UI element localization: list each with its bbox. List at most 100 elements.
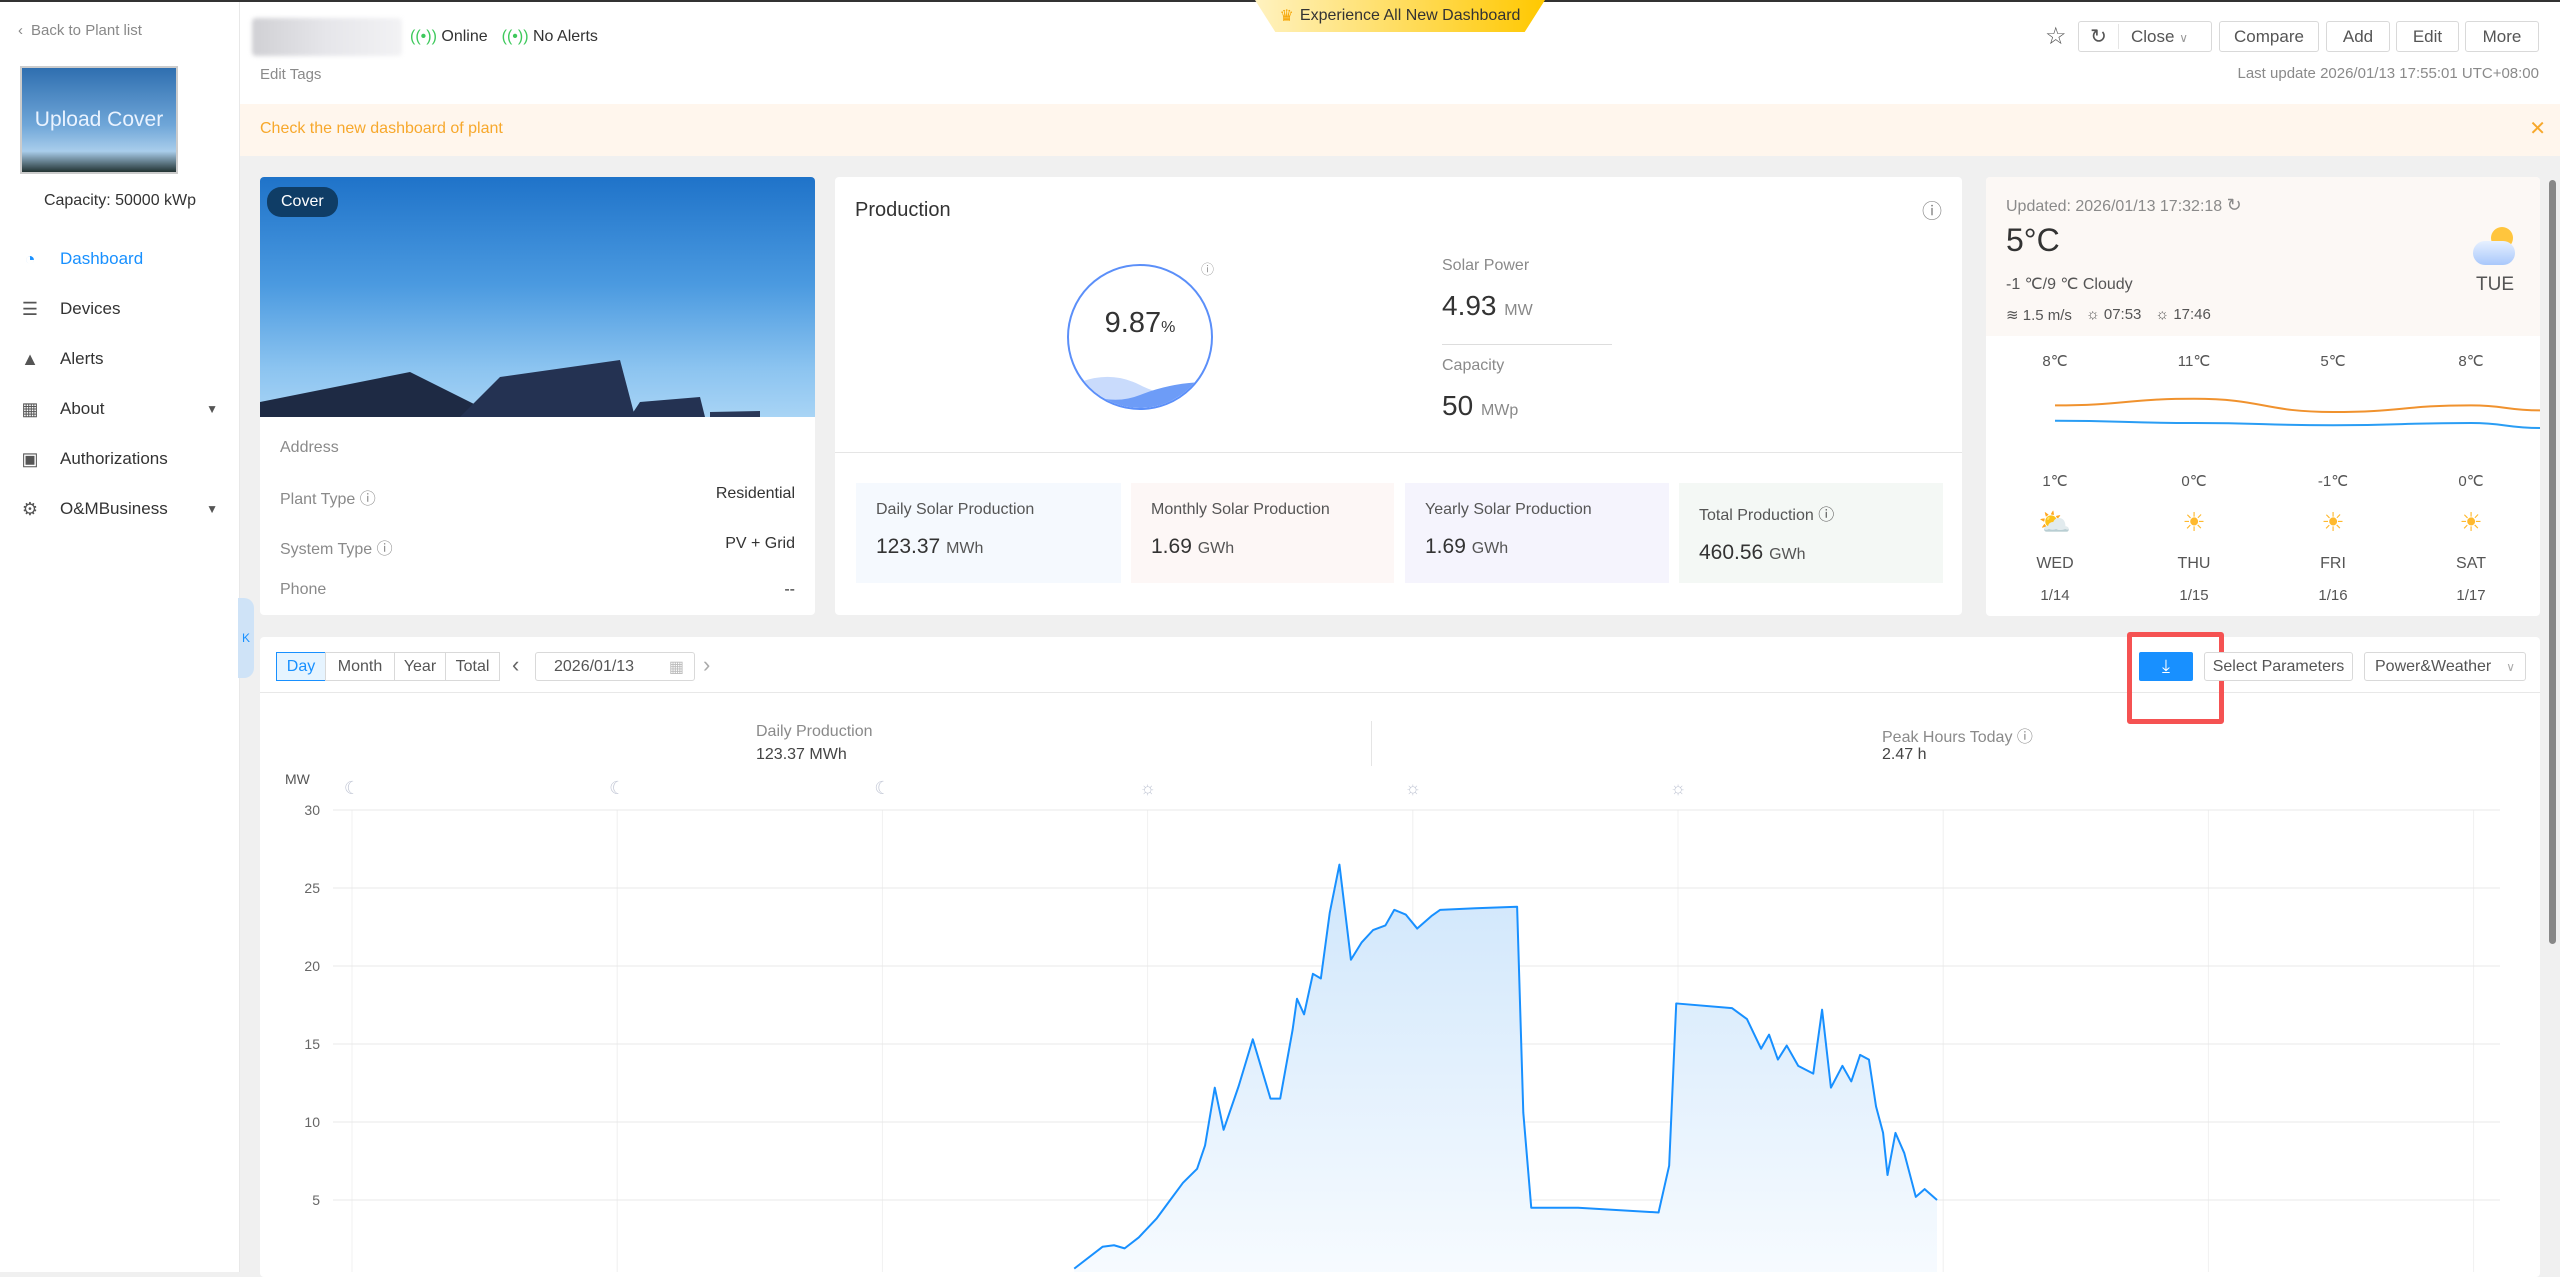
divider [1442,344,1612,345]
add-button[interactable]: Add [2326,21,2390,52]
view-select[interactable]: Power&Weather ∨ [2364,652,2526,681]
forecast-date: 1/14 [2040,587,2070,604]
refresh-icon[interactable]: ↻ [2226,195,2242,215]
y-tick-label: 10 [304,1114,320,1130]
forecast-high: 8℃ [2042,353,2068,370]
caret-down-icon: ▼ [206,502,218,516]
address-row: Address [280,439,339,456]
partly-cloudy-icon: ⛅ [2038,507,2072,537]
yearly-solar-production-stat: Yearly Solar Production 1.69 GWh [1405,483,1669,583]
calendar-icon: ▦ [668,658,684,676]
help-icon[interactable]: ⓘ [376,541,393,558]
power-area-fill [1074,864,1938,1272]
sidebar-item-devices[interactable]: ☰ Devices [18,294,218,324]
moon-icon: ☾ [609,778,625,798]
forecast-low: -1℃ [2317,473,2349,490]
forecast-high: 8℃ [2458,353,2484,370]
sun-icon: ☀ [2182,507,2206,537]
page-scrollbar[interactable] [2549,180,2556,944]
tab-total[interactable]: Total [445,652,500,681]
forecast-date: 1/17 [2456,587,2486,604]
power-chart: 5 10 15 20 25 30 MW ☾ ☾ ☾ ☼ ☼ ☼ [285,771,2500,1272]
collapse-sidebar-handle[interactable]: K [238,598,254,678]
more-button[interactable]: More [2465,21,2539,52]
solar-power-label: Solar Power [1442,257,1530,274]
plant-type-row: Plant Type ⓘ Residential [280,485,795,508]
refresh-icon[interactable]: ↻ [2079,24,2119,49]
tab-month[interactable]: Month [325,652,395,681]
favorite-star-icon[interactable]: ☆ [2045,23,2067,50]
forecast-date: 1/15 [2179,587,2209,604]
divider [835,452,1962,453]
forecast-day: WED [2036,555,2074,572]
forecast-low: 0℃ [2458,473,2484,490]
auto-refresh-select[interactable]: Close ∨ [2131,26,2188,46]
weather-updated: Updated: 2026/01/13 17:32:18 ↻ [2006,195,2242,215]
sidebar-item-alerts[interactable]: ▲ Alerts [18,344,218,374]
y-tick-label: 15 [304,1036,320,1052]
help-icon[interactable]: ⓘ [1818,507,1835,524]
select-parameters-button[interactable]: Select Parameters [2204,652,2353,681]
refresh-close-group: ↻ Close ∨ [2078,21,2212,52]
cover-badge: Cover [267,187,338,217]
help-icon[interactable]: ⓘ [2016,729,2033,746]
chevron-down-icon: ∨ [2506,659,2515,674]
tab-day[interactable]: Day [276,652,326,681]
plant-cover-image: Cover [260,177,815,417]
y-tick-label: 25 [304,880,320,896]
sidebar-item-om-business[interactable]: ⚙ O&MBusiness ▼ [18,494,218,524]
forecast-high: 5℃ [2320,353,2346,370]
upload-cover-button[interactable]: Upload Cover [20,66,178,174]
download-icon: ⤓ [2162,656,2170,676]
divider [260,692,2540,693]
devices-icon: ☰ [21,298,39,319]
y-tick-label: 5 [312,1192,320,1208]
wind-sun-row: ≋ 1.5 m/s ☼ 07:53 ☼ 17:46 [2006,306,2211,324]
daily-solar-production-stat: Daily Solar Production 123.37 MWh [856,483,1121,583]
edit-tags-link[interactable]: Edit Tags [260,66,322,83]
power-series-line [1073,863,1938,1270]
solar-power-value: 4.93 MW [1442,290,1533,321]
plant-capacity: Capacity: 50000 kWp [43,192,197,209]
date-picker[interactable]: 2026/01/13 ▦ [535,652,695,681]
new-dashboard-promo-button[interactable]: ♛ Experience All New Dashboard [1255,0,1545,32]
divider [1371,721,1372,766]
banner-link[interactable]: Check the new dashboard of plant [260,120,503,137]
weather-card: Updated: 2026/01/13 17:32:18 ↻ 5°C -1 ℃/… [1986,177,2540,616]
sidebar-item-authorizations[interactable]: ▣ Authorizations [18,444,218,474]
forecast-low: 1℃ [2042,473,2068,490]
tab-year[interactable]: Year [394,652,446,681]
y-tick-label: 20 [304,958,320,974]
online-status: ((•)) Online [410,28,488,45]
wind-icon: ≋ [2006,307,2019,324]
peak-hours-label: Peak Hours Today ⓘ [1882,729,2033,746]
production-ratio-gauge: ⓘ [1067,262,1214,410]
solar-panels-graphic [260,360,760,417]
help-icon[interactable]: ⓘ [359,491,376,508]
download-button[interactable]: ⤓ [2139,652,2193,681]
sidebar-item-about[interactable]: ▦ About ▼ [18,394,218,424]
back-to-plant-list-link[interactable]: ‹ Back to Plant list [18,22,142,39]
solar-panel-icon: ▦ [21,398,39,419]
help-icon[interactable]: ⓘ [1922,201,1942,223]
close-icon[interactable]: ✕ [2529,118,2546,140]
plant-header: ((•)) Online ((•)) No Alerts Edit Tags ♛… [240,0,2560,104]
forecast-low: 0℃ [2181,473,2207,490]
forecast-high: 11℃ [2177,353,2211,370]
forecast-day: THU [2177,555,2211,572]
production-title: Production [855,199,951,221]
sun-icon: ☼ [1670,778,1687,798]
sidebar-item-dashboard[interactable]: ◔ Dashboard [18,244,218,274]
alerts-status: ((•)) No Alerts [501,28,598,45]
help-icon: ⓘ [1201,262,1214,277]
high-temperature-line [2054,397,2540,414]
current-temperature: 5°C [2006,222,2060,258]
next-date-icon[interactable]: › [703,652,711,677]
monthly-solar-production-stat: Monthly Solar Production 1.69 GWh [1131,483,1394,583]
edit-button[interactable]: Edit [2396,21,2459,52]
compare-button[interactable]: Compare [2219,21,2319,52]
temperature-range: -1 ℃/9 ℃ Cloudy [2006,276,2133,293]
chevron-down-icon: ∨ [2179,30,2188,45]
alert-icon: ▲ [21,348,39,369]
previous-date-icon[interactable]: ‹ [512,652,520,677]
